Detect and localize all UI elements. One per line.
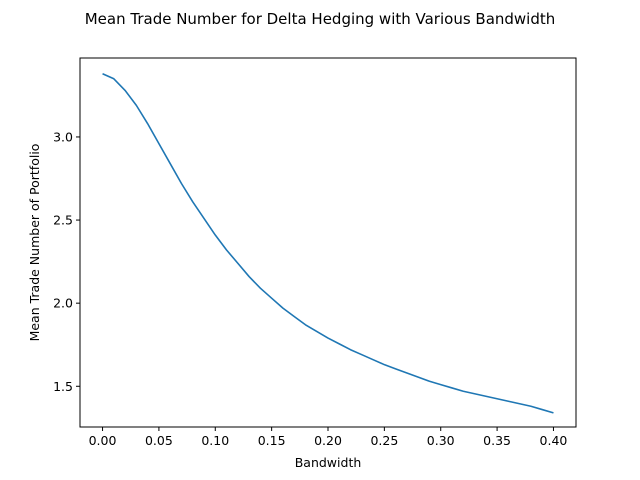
y-tick-label: 2.0 <box>53 296 73 311</box>
series-line <box>102 73 554 414</box>
x-tick-label: 0.10 <box>201 433 229 448</box>
chart-title: Mean Trade Number for Delta Hedging with… <box>85 10 556 28</box>
x-tick-label: 0.30 <box>427 433 455 448</box>
y-tick-label: 2.5 <box>53 213 73 228</box>
x-tick-label: 0.05 <box>145 433 173 448</box>
plot-area <box>102 73 554 414</box>
x-axis-label: Bandwidth <box>295 455 362 470</box>
x-tick-label: 0.25 <box>370 433 398 448</box>
y-tick-label: 1.5 <box>53 379 73 394</box>
x-tick-label: 0.15 <box>258 433 286 448</box>
x-tick-label: 0.20 <box>314 433 342 448</box>
x-tick-label: 0.35 <box>483 433 511 448</box>
y-tick-label: 3.0 <box>53 129 73 144</box>
x-tick-label: 0.00 <box>89 433 117 448</box>
x-tick-label: 0.40 <box>540 433 568 448</box>
y-axis-label: Mean Trade Number of Portfolio <box>27 144 42 342</box>
axes-frame <box>79 57 577 428</box>
